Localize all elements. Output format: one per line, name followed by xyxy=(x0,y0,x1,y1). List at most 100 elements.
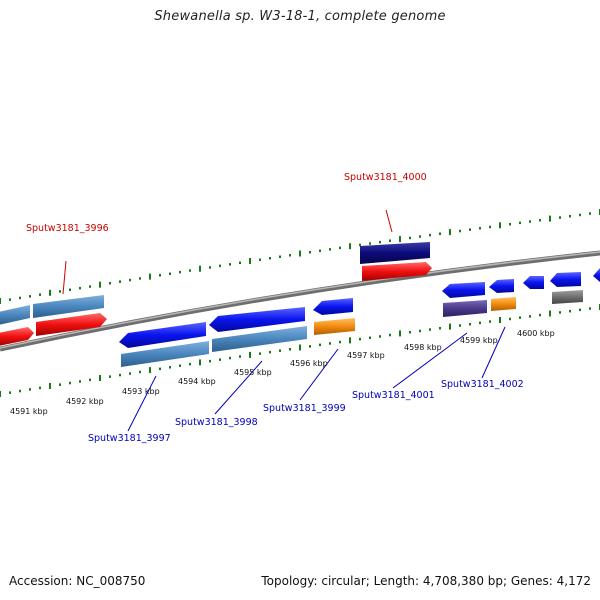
gene-label-3997[interactable]: Sputw3181_3997 xyxy=(88,433,171,444)
gene-arrow[interactable] xyxy=(313,298,353,315)
minor-tick xyxy=(409,331,411,334)
genome-title: Shewanella sp. W3-18-1, complete genome xyxy=(154,9,446,24)
minor-tick xyxy=(309,345,311,348)
lower-scale-ticks xyxy=(0,304,600,397)
minor-tick xyxy=(369,242,371,245)
major-tick xyxy=(399,330,401,337)
major-tick xyxy=(299,344,301,351)
minor-tick xyxy=(459,229,461,233)
minor-tick xyxy=(169,366,171,369)
minor-tick xyxy=(209,359,211,363)
minor-tick xyxy=(429,233,431,237)
leader-line-4002 xyxy=(481,326,506,379)
minor-tick xyxy=(589,307,591,310)
major-tick xyxy=(349,243,351,250)
gene-arrow[interactable] xyxy=(593,268,600,282)
minor-tick xyxy=(119,373,121,377)
minor-tick xyxy=(309,251,311,254)
gene-arrow[interactable] xyxy=(362,262,432,281)
gene-arrow[interactable] xyxy=(0,305,30,325)
gene-label-4002[interactable]: Sputw3181_4002 xyxy=(441,379,524,390)
minor-tick xyxy=(229,263,231,266)
minor-tick xyxy=(519,316,521,319)
minor-tick xyxy=(469,228,471,231)
scale-label: 4596 kbp xyxy=(290,359,328,368)
gene-arrow[interactable] xyxy=(523,276,544,289)
gene-arrow[interactable] xyxy=(442,282,485,298)
minor-tick xyxy=(419,329,421,333)
gene-arrow[interactable] xyxy=(314,318,355,335)
minor-tick xyxy=(29,388,31,391)
leader-line-3997 xyxy=(127,375,157,432)
gene-arrow[interactable] xyxy=(119,322,206,348)
minor-tick xyxy=(159,274,161,277)
gene-track-upper-inner xyxy=(0,262,432,346)
gene-leader-lines xyxy=(62,209,506,432)
minor-tick xyxy=(39,386,41,390)
minor-tick xyxy=(479,321,481,325)
leader-line-4001 xyxy=(392,332,468,389)
gene-label-4000[interactable]: Sputw3181_4000 xyxy=(344,172,427,183)
minor-tick xyxy=(139,277,141,280)
major-tick xyxy=(199,265,201,272)
minor-tick xyxy=(379,335,381,338)
minor-tick xyxy=(509,317,511,321)
major-tick xyxy=(0,298,1,304)
scale-label: 4597 kbp xyxy=(347,351,385,360)
gene-track-lower-inner xyxy=(119,268,600,348)
minor-tick xyxy=(239,355,241,358)
minor-tick xyxy=(59,290,61,293)
gene-label-3996[interactable]: Sputw3181_3996 xyxy=(26,223,109,234)
major-tick xyxy=(249,351,251,358)
scale-label: 4595 kbp xyxy=(234,368,272,377)
gene-label-4001[interactable]: Sputw3181_4001 xyxy=(352,390,435,401)
gene-arrow[interactable] xyxy=(0,327,34,346)
minor-tick xyxy=(519,221,521,225)
minor-tick xyxy=(379,240,381,244)
gene-label-3998[interactable]: Sputw3181_3998 xyxy=(175,417,258,428)
minor-tick xyxy=(129,278,131,282)
scale-label: 4598 kbp xyxy=(404,343,442,352)
minor-tick xyxy=(219,358,221,361)
gene-arrow[interactable] xyxy=(489,279,514,293)
minor-tick xyxy=(319,343,321,347)
upper-scale-ticks xyxy=(0,209,600,304)
minor-tick xyxy=(539,219,541,222)
minor-tick xyxy=(439,232,441,235)
minor-tick xyxy=(169,272,171,275)
gene-arrow[interactable] xyxy=(360,242,430,264)
minor-tick xyxy=(289,254,291,257)
minor-tick xyxy=(39,293,41,296)
minor-tick xyxy=(109,282,111,285)
gene-arrow[interactable] xyxy=(212,326,307,352)
minor-tick xyxy=(459,324,461,327)
minor-tick xyxy=(429,328,431,331)
gene-arrow[interactable] xyxy=(209,307,305,332)
minor-tick xyxy=(389,239,391,242)
gene-arrow[interactable] xyxy=(552,290,583,304)
gene-arrow[interactable] xyxy=(443,300,487,317)
gene-arrow[interactable] xyxy=(550,272,581,287)
minor-tick xyxy=(279,255,281,258)
leader-line-4000 xyxy=(385,209,393,233)
scale-label: 4591 kbp xyxy=(10,407,48,416)
gene-arrow[interactable] xyxy=(33,295,104,318)
major-tick xyxy=(49,289,51,296)
gene-arrow[interactable] xyxy=(121,341,209,367)
major-tick xyxy=(399,236,401,243)
minor-tick xyxy=(529,220,531,223)
minor-tick xyxy=(109,375,111,378)
minor-tick xyxy=(439,327,441,330)
gene-arrow[interactable] xyxy=(36,313,107,336)
minor-tick xyxy=(219,264,221,268)
minor-tick xyxy=(279,349,281,352)
gene-label-3999[interactable]: Sputw3181_3999 xyxy=(263,403,346,414)
minor-tick xyxy=(329,248,331,251)
scale-label: 4600 kbp xyxy=(517,329,555,338)
gene-arrow[interactable] xyxy=(491,297,516,311)
minor-tick xyxy=(319,249,321,252)
minor-tick xyxy=(269,257,271,260)
minor-tick xyxy=(569,309,571,313)
minor-tick xyxy=(189,362,191,366)
accession-label: Accession: NC_008750 xyxy=(9,574,146,588)
